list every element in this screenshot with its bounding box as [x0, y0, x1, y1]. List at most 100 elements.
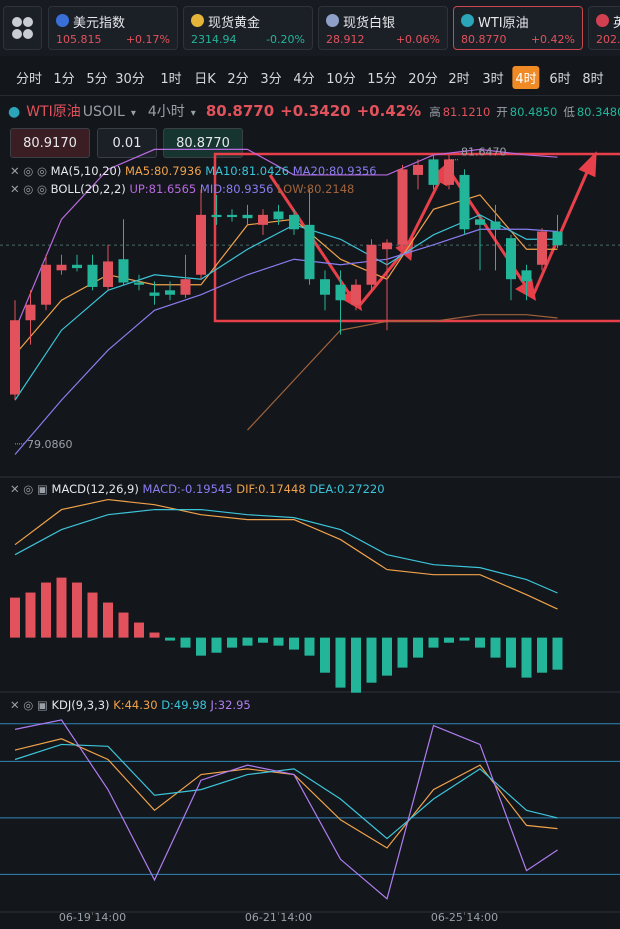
kdj-line — [14, 738, 558, 849]
extreme-label: 81.6470 — [461, 146, 507, 159]
timeframe-tab[interactable]: 8时 — [582, 72, 604, 87]
indicator-name: BOLL(20,2,2) — [50, 182, 126, 196]
candle-body — [413, 164, 423, 175]
timeframe-tab[interactable]: 3时 — [482, 72, 504, 87]
macd-bar — [149, 632, 160, 638]
timeframe-tab[interactable]: 5分 — [86, 72, 108, 87]
macd-line — [14, 498, 558, 610]
price-change-pct: +0.42% — [356, 102, 422, 120]
ticker-price: 2314.94 — [191, 33, 237, 46]
macd-bar — [304, 637, 315, 656]
timeframe-tab[interactable]: 日K — [194, 72, 216, 87]
macd-bar — [258, 637, 268, 643]
timeframe-tab[interactable]: 4分 — [293, 72, 315, 87]
timeframe-tab[interactable]: 20分 — [408, 72, 438, 87]
sell-price-button[interactable]: 80.9170 — [10, 128, 90, 158]
macd-bar — [428, 637, 439, 648]
candle-body — [165, 290, 175, 295]
period-label[interactable]: 4小时 — [147, 104, 185, 120]
ticker-change: +0.06% — [395, 33, 440, 46]
menu-icon — [12, 17, 33, 39]
timeframe-tab[interactable]: 30分 — [115, 72, 145, 87]
macd-legend: ✕ ◎ ▣ MACD(12,26,9) MACD:-0.19545 DIF:0.… — [10, 482, 385, 496]
ticker-card[interactable]: 英 202.5 — [588, 6, 620, 50]
indicator-line — [14, 214, 558, 401]
ticker-change: +0.17% — [125, 33, 170, 46]
dropdown-icon: ▾ — [190, 108, 196, 119]
candle-body — [25, 304, 36, 321]
ticker-price: 202.5 — [596, 33, 620, 46]
timeframe-tab[interactable]: 3分 — [260, 72, 282, 87]
ticker-card[interactable]: 美元指数 105.815 +0.17% — [48, 6, 178, 50]
ticker-card[interactable]: 现货白银 28.912 +0.06% — [318, 6, 448, 50]
timeframe-tab[interactable]: 2时 — [448, 72, 470, 87]
macd-bar — [56, 577, 67, 638]
legend-value: D:49.98 — [161, 698, 207, 712]
candle-body — [459, 174, 470, 230]
macd-bar — [521, 637, 532, 678]
silver-icon — [326, 14, 339, 27]
macd-bar — [366, 637, 377, 683]
candle-body — [196, 214, 206, 275]
legend-value: DEA:0.27220 — [309, 482, 385, 496]
low-label: 低 — [563, 105, 575, 119]
macd-bar — [537, 637, 547, 673]
indicator-name: MA(5,10,20) — [50, 164, 122, 178]
candle-body — [72, 264, 82, 269]
macd-bar — [87, 592, 98, 638]
indicator-line — [14, 148, 558, 331]
high-label: 高 — [429, 105, 441, 119]
kdj-line — [14, 743, 558, 840]
macd-bar — [242, 637, 253, 646]
timeframe-tab[interactable]: 1分 — [53, 72, 75, 87]
candle-body — [506, 238, 516, 280]
extreme-label: 79.0860 — [27, 438, 73, 451]
macd-bar — [180, 637, 191, 648]
macd-bar — [41, 582, 51, 638]
macd-bar — [134, 622, 144, 638]
legend-value: UP:81.6565 — [129, 182, 197, 196]
candle-body — [382, 242, 392, 250]
timeframe-tab[interactable]: 4时 — [512, 66, 540, 89]
divider — [0, 95, 620, 96]
indicator-line — [247, 314, 558, 431]
open-value: 80.4850 — [509, 105, 558, 119]
dropdown-icon: ▾ — [130, 108, 136, 119]
ticker-name: WTI原油 — [478, 16, 529, 31]
ticker-change: -0.20% — [266, 33, 305, 46]
timeframe-tab[interactable]: 1时 — [160, 72, 182, 87]
timeframe-tab[interactable]: 分时 — [15, 72, 43, 87]
indicator-name: MACD(12,26,9) — [51, 482, 139, 496]
legend-value: LOW:80.2148 — [277, 182, 355, 196]
oil-icon — [461, 14, 474, 27]
macd-bar — [72, 582, 82, 638]
macd-bar — [289, 637, 299, 650]
timeframe-tab[interactable]: 6时 — [549, 72, 571, 87]
flag-icon — [596, 14, 609, 27]
candle-body — [289, 214, 299, 230]
legend-value: MA20:80.9356 — [292, 164, 377, 178]
ticker-price: 28.912 — [326, 33, 365, 46]
legend-value: MA5:80.7936 — [125, 164, 202, 178]
candle-body — [304, 224, 315, 280]
ticker-card[interactable]: WTI原油 80.8770 +0.42% — [453, 6, 583, 50]
macd-bar — [351, 637, 361, 693]
candle-body — [103, 261, 113, 287]
candle-body — [521, 270, 532, 282]
ticker-change: +0.42% — [530, 33, 575, 46]
symbol-code[interactable]: USOIL — [82, 104, 125, 120]
indicator-name: KDJ(9,3,3) — [51, 698, 110, 712]
macd-bar — [165, 637, 175, 641]
timeframe-tab[interactable]: 15分 — [367, 72, 397, 87]
candle-body — [227, 214, 237, 218]
candle-body — [87, 264, 98, 287]
timeframe-tab[interactable]: 10分 — [326, 72, 356, 87]
open-label: 开 — [496, 105, 508, 119]
timeframe-tab[interactable]: 2分 — [227, 72, 249, 87]
candle-body — [118, 259, 129, 283]
ticker-card[interactable]: 现货黄金 2314.94 -0.20% — [183, 6, 313, 50]
candle-body — [180, 279, 191, 295]
menu-button[interactable] — [3, 6, 42, 50]
legend-value: MACD:-0.19545 — [142, 482, 233, 496]
